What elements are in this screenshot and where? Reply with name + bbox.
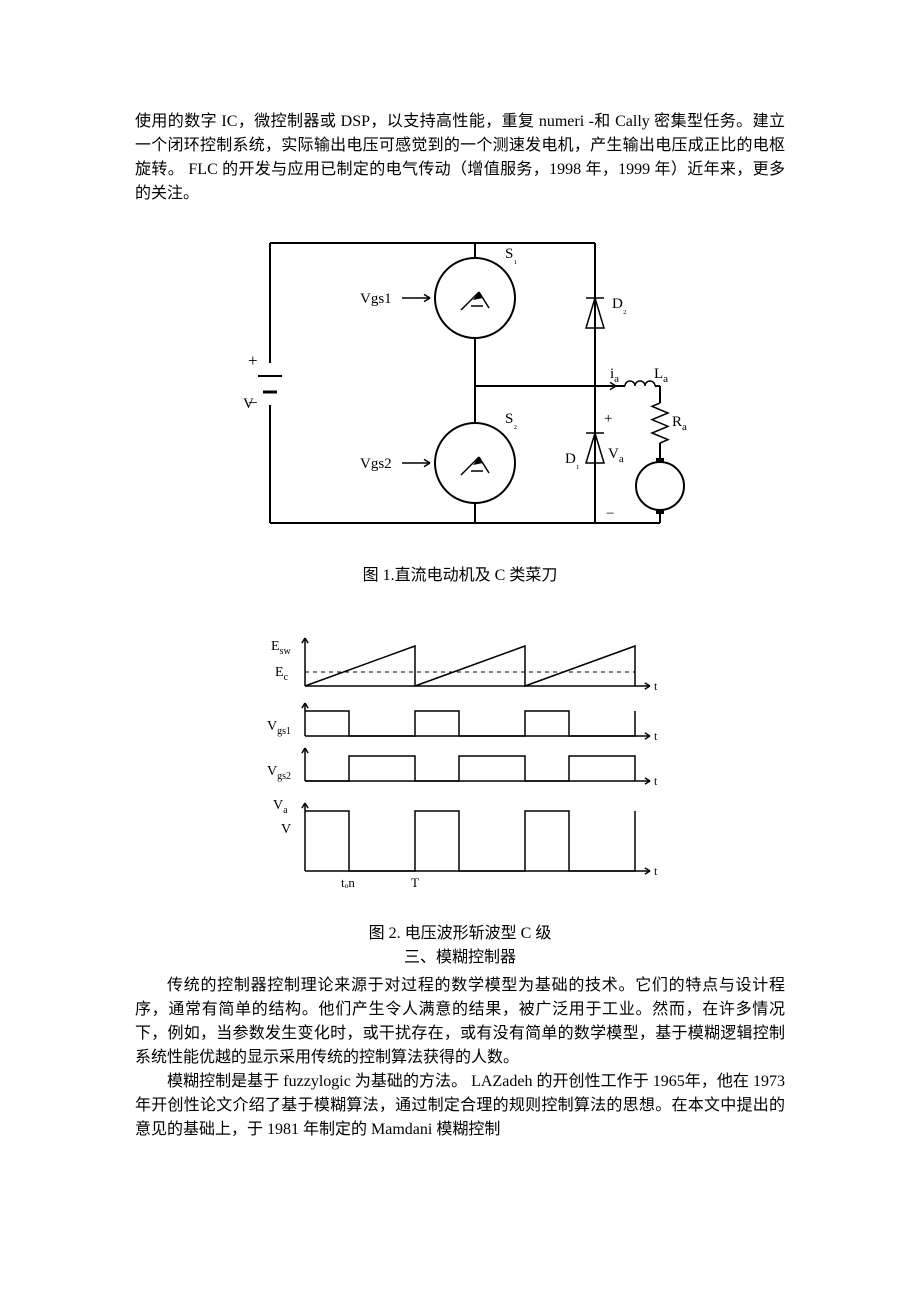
svg-text:ia: ia xyxy=(610,366,619,385)
svg-text:Vgs1: Vgs1 xyxy=(360,291,392,307)
spacer xyxy=(135,596,785,614)
svg-text:−: − xyxy=(606,506,614,522)
svg-text:Va: Va xyxy=(273,798,288,816)
svg-text:Ec: Ec xyxy=(275,665,289,683)
figure-1-svg: +−VS₁Vgs1S₂Vgs2D₂D₁iaLaRa+Va− xyxy=(230,218,690,548)
svg-text:D₂: D₂ xyxy=(612,296,627,315)
svg-text:tₒn: tₒn xyxy=(341,875,355,890)
page: 使用的数字 IC，微控制器或 DSP，以支持高性能，重复 numeri -和 C… xyxy=(0,0,920,1302)
svg-text:Vgs2: Vgs2 xyxy=(360,456,392,472)
svg-text:Va: Va xyxy=(608,446,624,465)
paragraph-3: 模糊控制是基于 fuzzylogic 为基础的方法。 LAZadeh 的开创性工… xyxy=(135,1070,785,1142)
svg-text:t: t xyxy=(654,729,658,743)
svg-text:Ra: Ra xyxy=(672,414,687,433)
svg-text:t: t xyxy=(654,774,658,788)
figure-1-caption: 图 1.直流电动机及 C 类菜刀 xyxy=(135,564,785,588)
svg-text:+: + xyxy=(604,411,612,427)
figure-2: t Esw Ec t Vgs1 t Vgs2 t Va Vtₒn T xyxy=(135,626,785,914)
figure-2-caption: 图 2. 电压波形斩波型 C 级 xyxy=(135,922,785,946)
svg-text:V: V xyxy=(243,396,254,412)
section-3-title: 三、模糊控制器 xyxy=(135,946,785,970)
svg-text:Esw: Esw xyxy=(271,639,291,657)
svg-text:T: T xyxy=(411,875,419,890)
svg-text:D₁: D₁ xyxy=(565,451,580,470)
svg-text:V: V xyxy=(281,822,291,837)
svg-text:t: t xyxy=(654,864,658,878)
svg-text:Vgs1: Vgs1 xyxy=(267,719,291,737)
svg-text:La: La xyxy=(654,366,668,385)
svg-text:Vgs2: Vgs2 xyxy=(267,764,291,782)
paragraph-intro: 使用的数字 IC，微控制器或 DSP，以支持高性能，重复 numeri -和 C… xyxy=(135,110,785,206)
svg-text:+: + xyxy=(248,351,258,370)
svg-text:S₂: S₂ xyxy=(505,411,517,430)
paragraph-2: 传统的控制器控制理论来源于对过程的数学模型为基础的技术。它们的特点与设计程序，通… xyxy=(135,974,785,1070)
figure-1: +−VS₁Vgs1S₂Vgs2D₂D₁iaLaRa+Va− xyxy=(135,218,785,556)
figure-2-svg: t Esw Ec t Vgs1 t Vgs2 t Va Vtₒn T xyxy=(245,626,675,906)
svg-text:S₁: S₁ xyxy=(505,246,517,265)
svg-text:t: t xyxy=(654,679,658,693)
